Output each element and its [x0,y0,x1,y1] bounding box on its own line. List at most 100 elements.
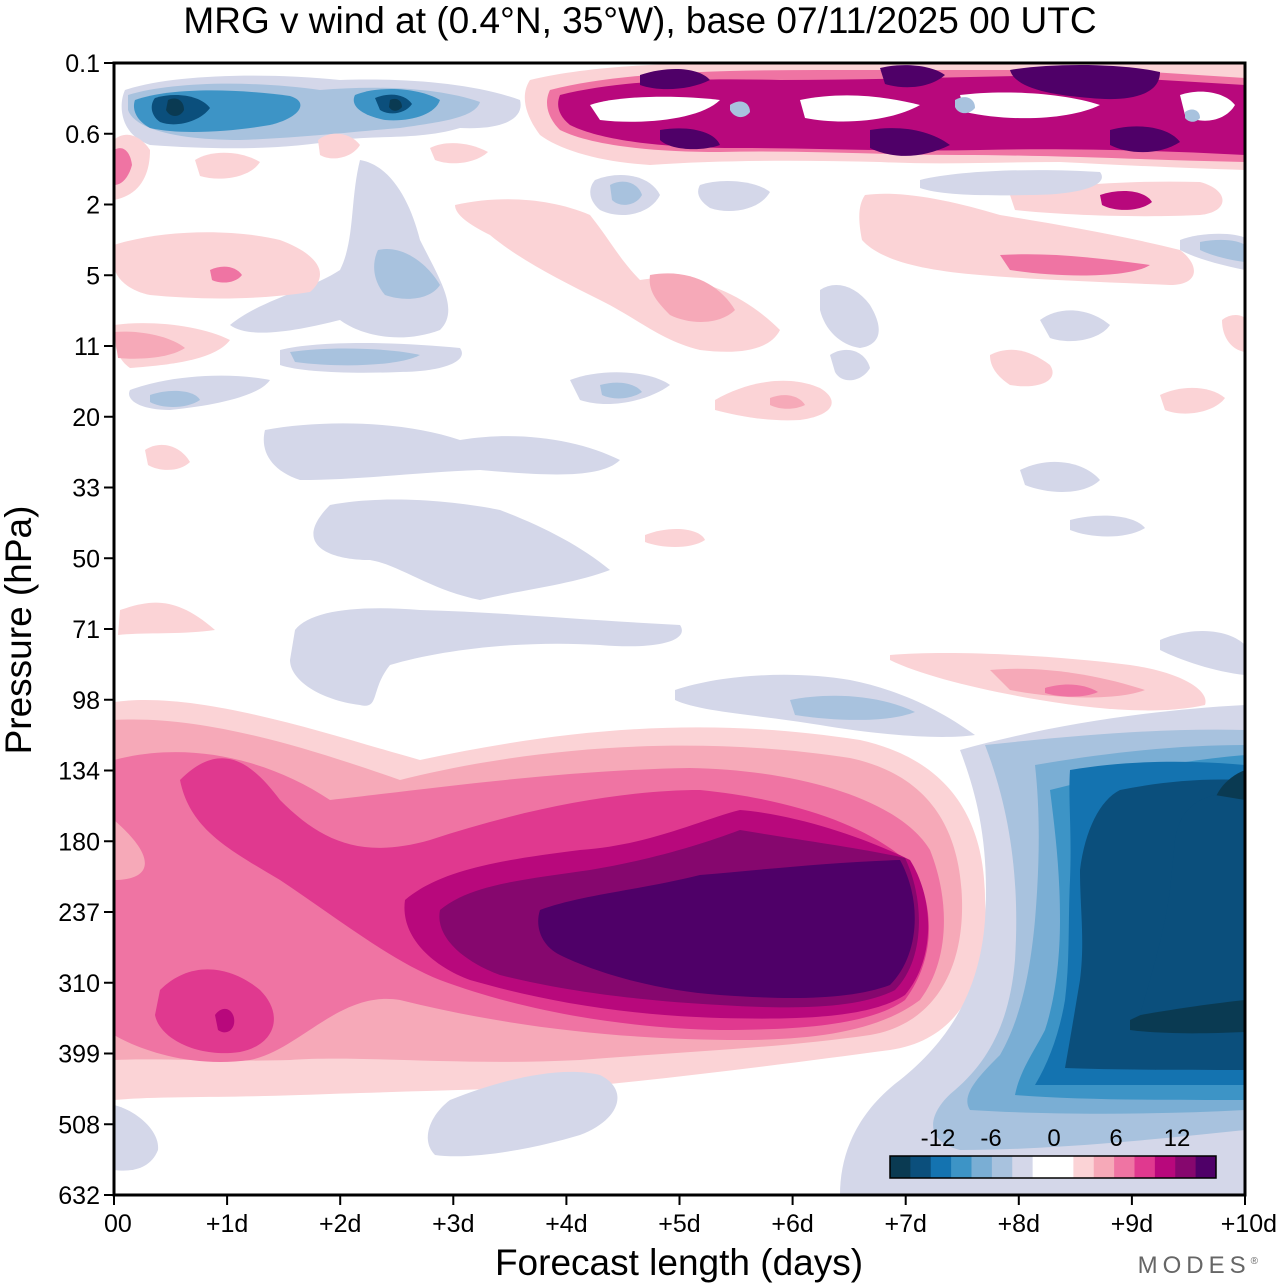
y-tick-label: 399 [58,1041,100,1069]
y-tick-label: 5 [86,262,100,290]
x-tick-label: +3d [432,1210,474,1238]
colorbar-label: -12 [921,1125,956,1152]
contour-mid-neg-b [263,423,620,480]
contour-up-neg-2n [1040,310,1110,342]
contour-up-pos-4v [770,395,805,409]
positive-lobe [114,700,986,1100]
contour-up-neg-4h [374,249,440,299]
mid-level-features [114,423,1245,1171]
colorbar-swatch [1012,1156,1034,1178]
colorbar-swatch [1053,1156,1074,1178]
contour-up-neg-4e [1200,239,1245,262]
contour-up-neg-2m [830,349,870,381]
contour-up-neg-16b [389,98,402,111]
contour-mid-neg-g [1070,515,1145,537]
y-tick-label: 134 [58,758,100,786]
x-tick-label: +6d [771,1210,813,1238]
colorbar-swatch [910,1156,932,1178]
colorbar-swatch [1093,1156,1115,1178]
contour-up-neg-16 [166,98,184,116]
negative-lobe [840,705,1245,1195]
contour-up-pos-2p [195,152,260,179]
chart-title: MRG v wind at (0.4°N, 35°W), base 07/11/… [183,0,1097,41]
x-tick-label: +1d [206,1210,248,1238]
contour-up-pos-6b [1000,254,1150,276]
y-tick-label: 632 [58,1182,100,1210]
colorbar-label: -6 [980,1125,1001,1152]
contour-up-neg-4i [290,348,420,366]
y-tick-label: 2 [86,192,100,220]
contour-up-neg-2j [129,375,270,410]
contour-up-pos-2s [455,199,780,352]
contour-up-pos-2q [318,133,360,159]
y-tick-label: 11 [74,333,100,361]
contour-mid-neg-e [790,695,915,720]
colorbar-swatch [1032,1156,1054,1178]
contour-mid-pos-e [645,528,705,547]
contour-up-neg-2d [920,170,1102,196]
x-tick-label: 00 [104,1210,132,1238]
contour-mid-neg-a [290,608,682,706]
colorbar-label: 0 [1047,1125,1060,1152]
contour-up-pos-2r [430,143,488,164]
colorbar-swatch [1195,1156,1217,1178]
contour-up-eye-a [590,96,720,122]
contour-mid-neg-h [1160,630,1245,675]
contour-up-neg-4j [150,390,200,407]
x-tick-label: +4d [545,1210,587,1238]
y-tick-label: 0.6 [65,121,100,149]
colorbar-swatch [991,1156,1013,1178]
contour-mid-neg-f [1020,461,1100,492]
colorbar-swatch [1114,1156,1135,1178]
colorbar-swatch [1134,1156,1156,1178]
colorbar-swatch [951,1156,972,1178]
contour-up-eye-blue-a [730,101,750,118]
contour-up-pos-6t [210,266,242,283]
y-tick-label: 508 [58,1111,100,1139]
contour-up-pos-2x [1160,387,1225,414]
colorbar-label: 6 [1109,1125,1122,1152]
contour-up-eye-blue-b [955,97,975,114]
colorbar-swatch [1154,1156,1176,1178]
contour-mid-pos-d [118,602,215,635]
x-tick-label: +7d [884,1210,926,1238]
contour-up-pos-2w [990,349,1053,387]
contour-field [114,63,1245,1195]
contour-up-pos-14 [640,64,1180,156]
contour-mid-neg-j [427,1071,618,1157]
contour-pos-10c [215,1008,235,1033]
x-axis: 00 +1d +2d +3d +4d +5d +6d +7d +8d +9d +10d [104,1195,1277,1238]
contour-up-pos-4u [114,331,185,359]
x-tick-label: +5d [658,1210,700,1238]
y-tick-label: 50 [72,545,100,573]
contour-up-pos-4s [649,273,735,322]
y-tick-label: 310 [58,970,100,998]
contour-mid-neg-i [114,1105,159,1171]
contour-neg-12b [1140,795,1245,1015]
contour-pos-14 [538,860,915,998]
x-tick-label: +9d [1111,1210,1153,1238]
y-tick-label: 33 [72,475,100,503]
y-tick-label: 98 [72,687,100,715]
contour-up-neg-2l [820,285,879,348]
y-axis: 0.1 0.6 2 5 11 20 33 50 71 98 134 180 237 310 399 508 63… [58,50,114,1210]
contour-mid-neg-c [313,499,610,600]
contour-up-neg-4k [600,382,642,399]
upper-level-features [114,63,1245,421]
x-axis-title: Forecast length (days) [495,1242,863,1283]
colorbar-swatch [890,1156,911,1178]
contour-up-eye-c [960,92,1100,119]
y-tick-label: 237 [58,899,100,927]
y-tick-label: 20 [72,404,100,432]
contour-up-neg-2g [698,180,770,212]
x-tick-label: +8d [998,1210,1040,1238]
colorbar-swatch [1073,1156,1095,1178]
colorbar-label: 12 [1164,1125,1191,1152]
contour-mid-pos-f [145,444,190,470]
y-tick-label: 180 [58,828,100,856]
contour-mid-pos-b [990,668,1145,698]
y-tick-label: 0.1 [65,50,100,78]
contour-up-pos-2y [1222,315,1245,352]
colorbar-swatch [930,1156,952,1178]
